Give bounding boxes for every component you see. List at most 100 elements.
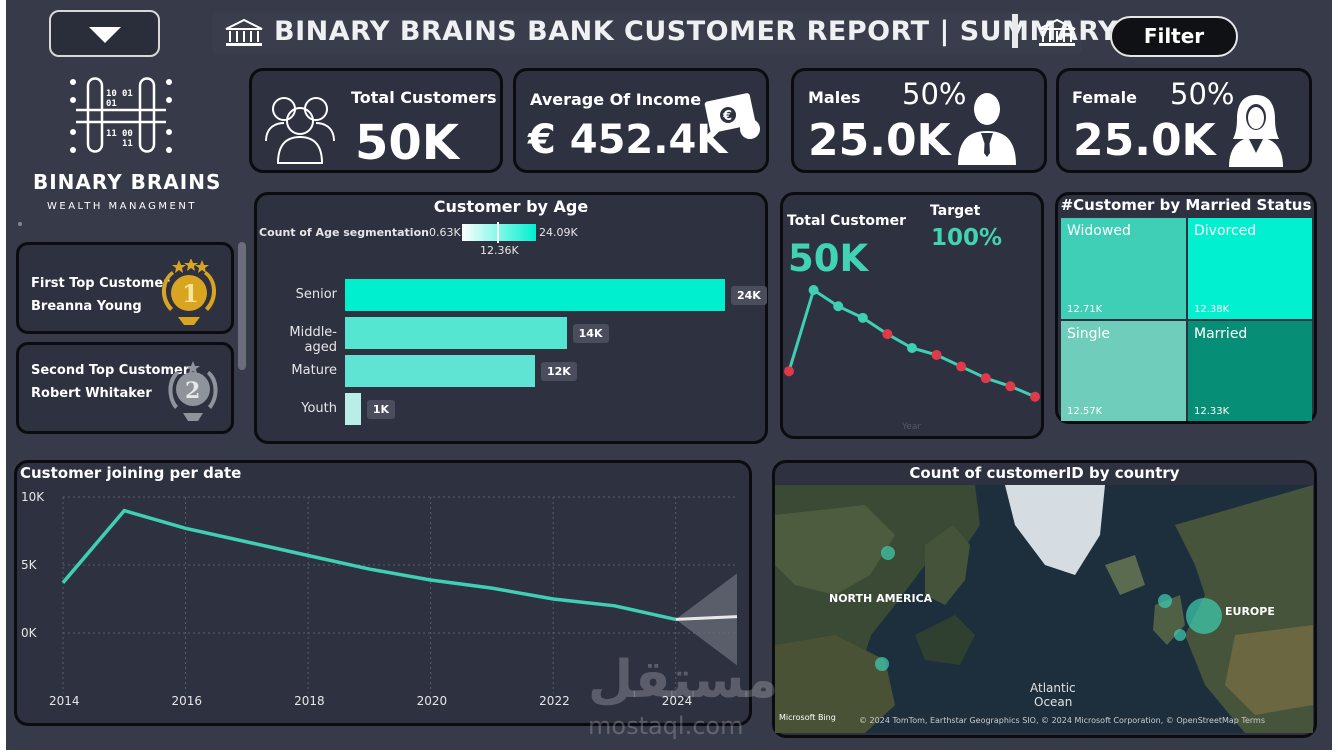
- kpi-percent: 50%: [1170, 77, 1235, 111]
- svg-text:10: 10: [106, 89, 117, 99]
- legend-mid: 12.36K: [480, 244, 519, 257]
- tile-label: Widowed: [1067, 223, 1131, 239]
- age-bar[interactable]: [345, 355, 535, 387]
- svg-text:11: 11: [106, 129, 117, 139]
- treemap-tile-widowed[interactable]: Widowed 12.71K: [1061, 218, 1186, 319]
- trend-point[interactable]: [857, 312, 868, 323]
- trend-point[interactable]: [784, 366, 794, 377]
- age-bar[interactable]: [345, 279, 725, 311]
- map-label-north-america: NORTH AMERICA: [829, 592, 933, 605]
- x-tick-label: 2014: [49, 694, 80, 708]
- watermark-arabic: مستقل: [588, 650, 779, 710]
- svg-text:11: 11: [122, 139, 133, 149]
- target-label: Target: [930, 203, 981, 219]
- kpi-value: 50K: [355, 115, 459, 171]
- trend-point[interactable]: [808, 285, 819, 295]
- bar-data-label: 14K: [572, 324, 609, 343]
- legend-label: Count of Age segmentation: [259, 226, 429, 239]
- watermark-latin: mostaql.com: [588, 712, 744, 740]
- married-status-card: #Customer by Married Status Widowed 12.7…: [1055, 192, 1317, 424]
- treemap-tile-married[interactable]: Married 12.33K: [1188, 321, 1312, 421]
- kpi-average-income: Average Of Income € 452.4K €: [513, 68, 769, 173]
- chart-title: #Customer by Married Status: [1060, 196, 1312, 214]
- bank-icon: [1038, 18, 1076, 46]
- tile-value: 12.71K: [1067, 304, 1103, 315]
- top-customer-name: Breanna Young: [31, 299, 142, 314]
- axis-label: Year: [902, 422, 922, 432]
- map-label-ocean: Ocean: [1034, 695, 1073, 709]
- kpi-percent: 50%: [902, 77, 967, 111]
- treemap-tile-single[interactable]: Single 12.57K: [1061, 321, 1186, 421]
- map-attribution: Microsoft Bing: [779, 713, 836, 722]
- age-bar[interactable]: [345, 317, 567, 349]
- legend-max: 24.09K: [539, 226, 578, 239]
- gold-medal-icon: 1: [161, 259, 217, 325]
- legend-min: 0.63K: [429, 226, 461, 239]
- joining-line-chart: 10K 5K 0K 2014 2016 2018 2020 2022 2024: [21, 490, 738, 708]
- bank-icon: [225, 18, 263, 46]
- map-label-europe: EUROPE: [1225, 605, 1275, 618]
- decor-dot: [18, 222, 22, 226]
- trend-point[interactable]: [980, 373, 991, 384]
- trend-point[interactable]: [882, 329, 893, 340]
- bar-category-label: Mature: [291, 363, 337, 378]
- dropdown-button[interactable]: [49, 10, 160, 57]
- country-map[interactable]: NORTH AMERICA EUROPE Atlantic Ocean Micr…: [775, 485, 1313, 733]
- map-background: [775, 485, 1313, 733]
- kpi-total-customers: Total Customers 50K: [249, 68, 503, 173]
- rank-number: 2: [185, 378, 200, 404]
- trend-point[interactable]: [956, 361, 967, 372]
- euro-money-icon: €: [704, 93, 760, 139]
- kpi-males: Males 50% 25.0K: [791, 68, 1047, 173]
- forecast-line: [675, 615, 738, 621]
- legend-gradient: [462, 224, 536, 241]
- map-label-atlantic: Atlantic: [1030, 681, 1076, 695]
- kpi-label: Total Customers: [351, 88, 497, 107]
- x-tick-label: 2018: [294, 694, 325, 708]
- tile-value: 12.38K: [1194, 304, 1230, 315]
- scrollbar[interactable]: [238, 242, 246, 370]
- page-title: BINARY BRAINS BANK CUSTOMER REPORT | SUM…: [274, 16, 1119, 47]
- joining-chart-card: Customer joining per date 10K 5K 0K 2014 201…: [14, 460, 752, 726]
- bar-data-label: 1K: [366, 400, 396, 419]
- joining-line[interactable]: [61, 508, 677, 622]
- chart-title: Customer by Age: [433, 197, 589, 216]
- triangle-down-icon: [89, 27, 121, 43]
- top-customer-card-1[interactable]: First Top Customer Breanna Young 1: [16, 242, 234, 334]
- trend-point[interactable]: [931, 349, 942, 360]
- chart-title: Count of customerID by country: [909, 464, 1180, 482]
- x-tick-label: 2022: [539, 694, 570, 708]
- top-customer-card-2[interactable]: Second Top Customer Robert Whitaker 2: [16, 342, 234, 434]
- brand-tagline: WEALTH MANAGMENT: [47, 201, 197, 212]
- tile-label: Divorced: [1194, 223, 1257, 239]
- bar-category-label: Middle-aged: [289, 325, 337, 355]
- title-divider: [1012, 14, 1018, 48]
- top-customer-name: Robert Whitaker: [31, 386, 152, 401]
- chart-title: Customer joining per date: [20, 464, 242, 482]
- trend-sparkline: [784, 285, 1040, 402]
- total-customer-trend-card: Total Customer Target 50K 100% Year: [780, 192, 1044, 439]
- kpi-female: Female 50% 25.0K: [1056, 68, 1312, 173]
- age-chart-card: Customer by Age Count of Age segmentatio…: [254, 192, 768, 444]
- trend-point[interactable]: [907, 343, 917, 353]
- x-tick-label: 2024: [662, 694, 693, 708]
- svg-text:€: €: [722, 109, 732, 124]
- x-tick-label: 2016: [172, 694, 203, 708]
- y-tick-label: 10K: [21, 490, 45, 504]
- trend-point[interactable]: [833, 301, 844, 312]
- trend-point[interactable]: [1030, 391, 1040, 402]
- x-tick-label: 2020: [417, 694, 448, 708]
- kpi-value: 25.0K: [808, 115, 951, 166]
- tile-value: 12.57K: [1067, 406, 1103, 417]
- y-tick-label: 0K: [21, 626, 38, 640]
- legend-marker: [497, 222, 499, 243]
- title-bar: [212, 12, 1082, 54]
- age-bar[interactable]: [345, 393, 361, 425]
- kpi-label: Female: [1072, 88, 1137, 107]
- svg-text:01: 01: [106, 99, 117, 109]
- tile-value: 12.33K: [1194, 406, 1230, 417]
- filter-button[interactable]: Filter: [1110, 16, 1238, 57]
- brand-name: BINARY BRAINS: [33, 170, 222, 194]
- trend-point[interactable]: [1005, 381, 1016, 392]
- treemap-tile-divorced[interactable]: Divorced 12.38K: [1188, 218, 1312, 319]
